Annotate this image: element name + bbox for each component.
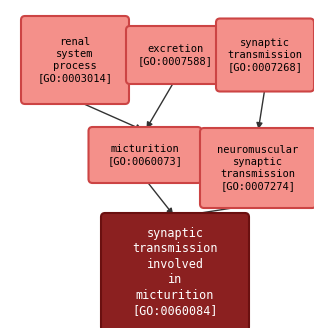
Text: micturition
[GO:0060073]: micturition [GO:0060073] — [107, 144, 182, 166]
FancyBboxPatch shape — [200, 128, 314, 208]
FancyBboxPatch shape — [216, 18, 314, 92]
FancyBboxPatch shape — [101, 213, 249, 328]
FancyBboxPatch shape — [21, 16, 129, 104]
Text: synaptic
transmission
[GO:0007268]: synaptic transmission [GO:0007268] — [228, 38, 302, 72]
Text: renal
system
process
[GO:0003014]: renal system process [GO:0003014] — [37, 37, 112, 83]
FancyBboxPatch shape — [126, 26, 224, 84]
Text: neuromuscular
synaptic
transmission
[GO:0007274]: neuromuscular synaptic transmission [GO:… — [217, 145, 299, 191]
FancyBboxPatch shape — [89, 127, 202, 183]
Text: synaptic
transmission
involved
in
micturition
[GO:0060084]: synaptic transmission involved in mictur… — [132, 227, 218, 317]
Text: excretion
[GO:0007588]: excretion [GO:0007588] — [138, 44, 213, 66]
